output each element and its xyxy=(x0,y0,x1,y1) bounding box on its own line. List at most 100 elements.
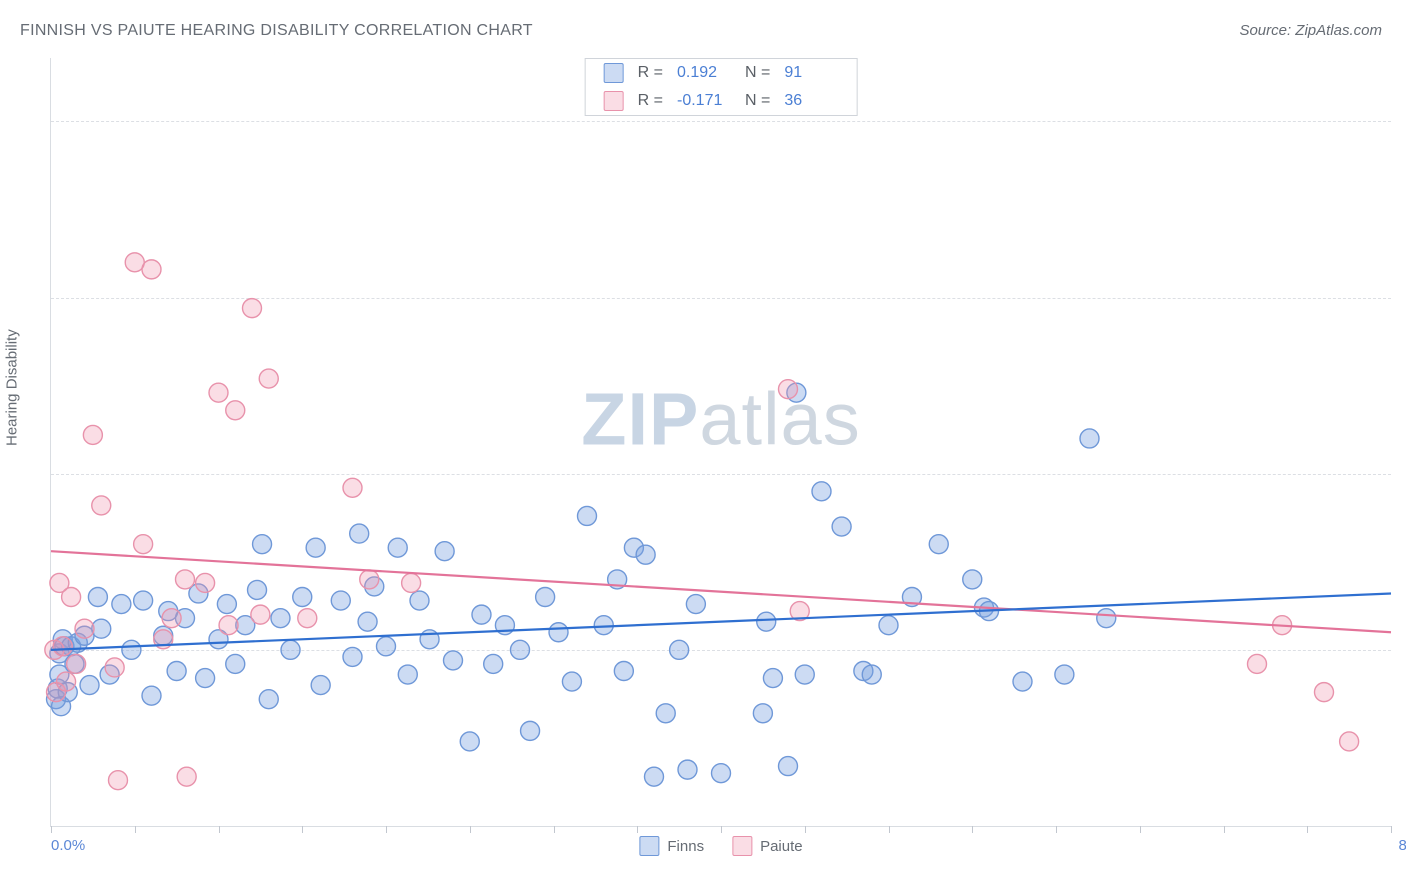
scatter-point xyxy=(779,757,798,776)
source-label: Source: ZipAtlas.com xyxy=(1239,22,1382,39)
scatter-point xyxy=(62,588,81,607)
scatter-point xyxy=(656,704,675,723)
scatter-point xyxy=(109,771,128,790)
scatter-point xyxy=(176,570,195,589)
legend-swatch xyxy=(604,91,624,111)
scatter-point xyxy=(271,609,290,628)
x-tick xyxy=(51,826,52,833)
scatter-point xyxy=(712,764,731,783)
scatter-point xyxy=(167,661,186,680)
scatter-point xyxy=(88,588,107,607)
scatter-point xyxy=(1340,732,1359,751)
stats-legend-row: R =0.192N =91 xyxy=(586,59,857,87)
stats-legend: R =0.192N =91R =-0.171N =36 xyxy=(585,58,858,116)
scatter-point xyxy=(92,496,111,515)
scatter-point xyxy=(80,676,99,695)
scatter-point xyxy=(134,535,153,554)
scatter-point xyxy=(763,669,782,688)
scatter-point xyxy=(350,524,369,543)
scatter-point xyxy=(614,661,633,680)
series-legend-item: Paiute xyxy=(732,836,803,856)
scatter-point xyxy=(57,672,76,691)
scatter-point xyxy=(112,595,131,614)
scatter-point xyxy=(402,573,421,592)
legend-label: Finns xyxy=(667,838,704,855)
scatter-point xyxy=(444,651,463,670)
scatter-svg xyxy=(51,58,1391,826)
scatter-point xyxy=(360,570,379,589)
x-tick xyxy=(1140,826,1141,833)
scatter-point xyxy=(217,595,236,614)
scatter-point xyxy=(142,686,161,705)
x-tick xyxy=(1224,826,1225,833)
x-tick xyxy=(1307,826,1308,833)
scatter-point xyxy=(1013,672,1032,691)
scatter-point xyxy=(929,535,948,554)
scatter-point xyxy=(1248,654,1267,673)
scatter-point xyxy=(209,383,228,402)
scatter-point xyxy=(435,542,454,561)
plot-area: ZIPatlas R =0.192N =91R =-0.171N =36 0.0… xyxy=(50,58,1391,827)
scatter-point xyxy=(162,609,181,628)
scatter-point xyxy=(795,665,814,684)
scatter-point xyxy=(196,669,215,688)
scatter-point xyxy=(1315,683,1334,702)
x-axis-max-label: 80.0% xyxy=(1398,837,1406,854)
scatter-point xyxy=(1080,429,1099,448)
x-tick xyxy=(135,826,136,833)
scatter-point xyxy=(862,665,881,684)
x-tick xyxy=(219,826,220,833)
scatter-point xyxy=(398,665,417,684)
scatter-point xyxy=(281,640,300,659)
scatter-point xyxy=(343,647,362,666)
scatter-point xyxy=(757,612,776,631)
scatter-point xyxy=(83,425,102,444)
scatter-point xyxy=(105,658,124,677)
scatter-point xyxy=(678,760,697,779)
scatter-point xyxy=(686,595,705,614)
scatter-point xyxy=(511,640,530,659)
scatter-point xyxy=(879,616,898,635)
scatter-point xyxy=(410,591,429,610)
x-tick xyxy=(637,826,638,833)
scatter-point xyxy=(963,570,982,589)
chart-title: FINNISH VS PAIUTE HEARING DISABILITY COR… xyxy=(20,22,533,40)
scatter-point xyxy=(645,767,664,786)
scatter-point xyxy=(248,580,267,599)
scatter-point xyxy=(521,721,540,740)
scatter-point xyxy=(549,623,568,642)
scatter-point xyxy=(75,619,94,638)
x-tick xyxy=(1391,826,1392,833)
scatter-point xyxy=(196,573,215,592)
scatter-point xyxy=(472,605,491,624)
scatter-point xyxy=(358,612,377,631)
scatter-point xyxy=(306,538,325,557)
scatter-point xyxy=(134,591,153,610)
x-tick xyxy=(1056,826,1057,833)
x-axis-min-label: 0.0% xyxy=(51,837,85,854)
scatter-point xyxy=(293,588,312,607)
x-tick xyxy=(554,826,555,833)
scatter-point xyxy=(578,506,597,525)
legend-swatch xyxy=(604,63,624,83)
legend-label: Paiute xyxy=(760,838,803,855)
x-tick xyxy=(805,826,806,833)
scatter-point xyxy=(226,401,245,420)
series-legend-item: Finns xyxy=(639,836,704,856)
x-tick xyxy=(972,826,973,833)
scatter-point xyxy=(670,640,689,659)
scatter-point xyxy=(343,478,362,497)
scatter-point xyxy=(53,637,72,656)
scatter-point xyxy=(177,767,196,786)
scatter-point xyxy=(753,704,772,723)
scatter-point xyxy=(259,369,278,388)
scatter-point xyxy=(779,380,798,399)
scatter-point xyxy=(226,654,245,673)
scatter-point xyxy=(259,690,278,709)
scatter-point xyxy=(377,637,396,656)
x-tick xyxy=(386,826,387,833)
stats-legend-row: R =-0.171N =36 xyxy=(586,87,857,115)
x-tick xyxy=(302,826,303,833)
scatter-point xyxy=(142,260,161,279)
scatter-point xyxy=(1097,609,1116,628)
